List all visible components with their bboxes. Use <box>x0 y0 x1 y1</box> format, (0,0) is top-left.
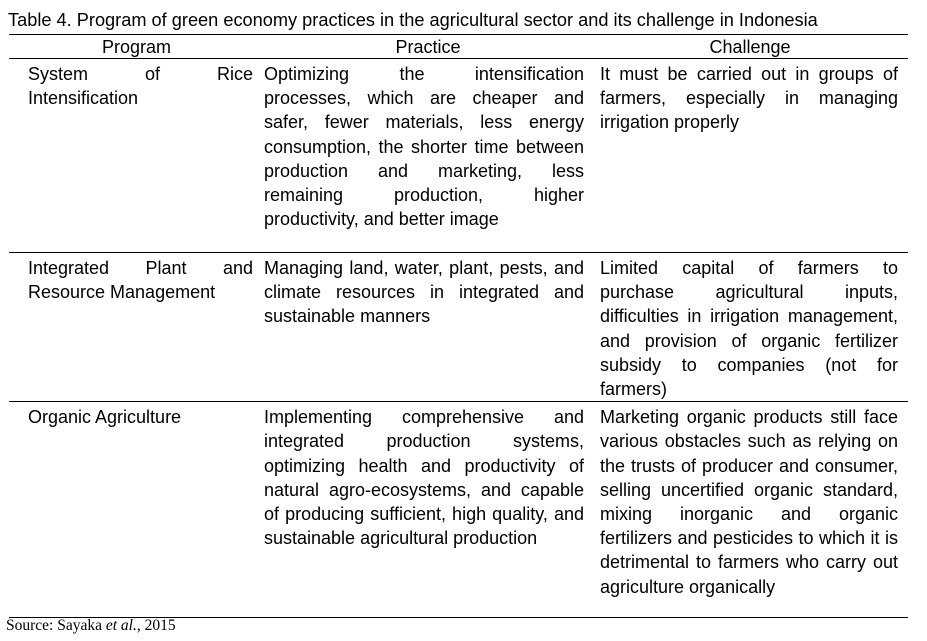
program-cell: Integrated Plant and Resource Management <box>28 258 253 303</box>
challenge-cell: Marketing organic products still face va… <box>600 407 898 597</box>
green-economy-table: Program Practice Challenge System of Ric… <box>9 34 908 618</box>
table-row: System of Rice Intensification Optimizin… <box>9 59 908 253</box>
practice-cell: Implementing comprehensive and integrate… <box>264 407 584 549</box>
source-prefix: Source: Sayaka <box>6 617 106 634</box>
program-cell: Organic Agriculture <box>28 407 182 428</box>
header-practice: Practice <box>395 36 461 57</box>
practice-cell: Optimizing the intensification processes… <box>264 64 584 230</box>
table-row: Organic Agriculture Implementing compreh… <box>9 402 908 618</box>
practice-cell: Managing land, water, plant, pests, and … <box>264 258 584 327</box>
source-note: Source: Sayaka et al., 2015 <box>6 617 176 635</box>
challenge-cell: Limited capital of farmers to purchase a… <box>600 258 898 400</box>
table-header-row: Program Practice Challenge <box>9 34 908 59</box>
table-caption: Table 4. Program of green economy practi… <box>8 10 818 30</box>
program-cell: System of Rice Intensification <box>28 64 253 109</box>
header-challenge: Challenge <box>709 36 791 57</box>
challenge-cell: It must be carried out in groups of farm… <box>600 64 898 133</box>
table-row: Integrated Plant and Resource Management… <box>9 253 908 402</box>
source-suffix: , 2015 <box>136 617 176 634</box>
source-italic: et al. <box>105 617 137 634</box>
header-program: Program <box>101 36 172 57</box>
